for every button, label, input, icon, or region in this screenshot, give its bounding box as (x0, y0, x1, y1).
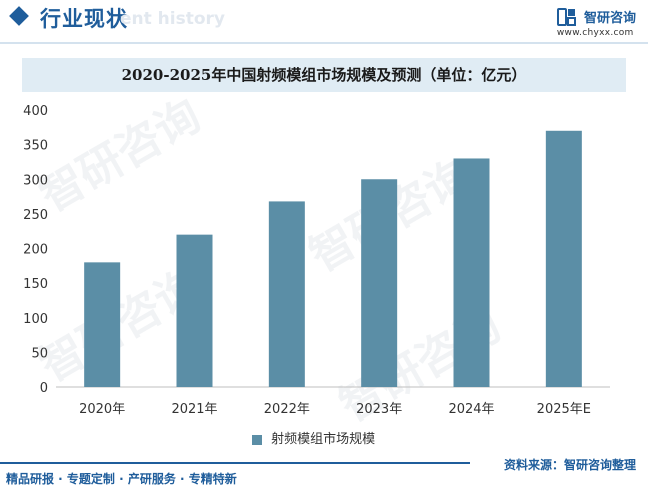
y-tick-label: 400 (23, 104, 48, 119)
x-tick-label: 2021年 (171, 402, 217, 417)
footer-services: 精品研报 · 专题定制 · 产研服务 · 专精特新 (6, 472, 237, 486)
footer-divider (0, 462, 470, 464)
section-title: 行业现状 (40, 7, 128, 31)
y-tick-label: 100 (23, 312, 48, 327)
brand-url: www.chyxx.com (556, 28, 634, 38)
y-tick-label: 350 (23, 139, 48, 154)
bar-chart: 0 50 100 150 200 250 300 350 400 2020年 2021年 2022年 2… (23, 104, 610, 417)
header: 行业现状 ent history 智研咨询 www.chyxx.com (0, 0, 648, 44)
bar (84, 262, 121, 387)
x-tick-label: 2023年 (356, 402, 402, 417)
y-tick-label: 250 (23, 208, 48, 223)
brand-logo-icon (556, 7, 576, 26)
diamond-icon (9, 6, 29, 26)
brand-name: 智研咨询 (583, 11, 636, 26)
legend-swatch (252, 434, 262, 445)
y-tick-label: 0 (40, 381, 48, 396)
chart-title: 2020-2025年中国射频模组市场规模及预测（单位：亿元） (22, 58, 626, 92)
y-tick-label: 200 (23, 243, 48, 258)
y-tick-label: 300 (23, 173, 48, 188)
bar (361, 179, 398, 387)
bar (453, 158, 490, 387)
x-tick-label: 2024年 (448, 402, 494, 417)
footer-source: 资料来源：智研咨询整理 (503, 458, 636, 472)
section-subtitle: ent history (120, 9, 225, 29)
header-divider (0, 42, 648, 44)
bar (545, 130, 582, 387)
x-tick-label: 2022年 (264, 402, 310, 417)
y-tick-label: 50 (31, 346, 48, 361)
bar (176, 234, 213, 387)
brand: 智研咨询 www.chyxx.com (556, 6, 636, 38)
y-tick-label: 150 (23, 277, 48, 292)
legend: 射频模组市场规模 (252, 430, 375, 448)
x-tick-label: 2020年 (79, 402, 125, 417)
x-tick-label: 2025年E (537, 402, 591, 417)
bar (268, 201, 305, 387)
legend-label: 射频模组市场规模 (271, 431, 376, 447)
